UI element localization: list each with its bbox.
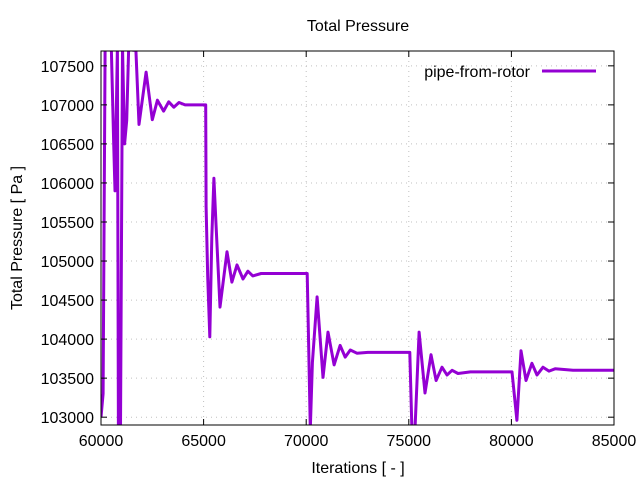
y-tick-label: 103500 [41, 371, 94, 388]
y-tick-label: 105500 [41, 215, 94, 232]
series-layer [101, 51, 614, 425]
y-tick-label: 106000 [41, 176, 94, 193]
y-tick-label: 107500 [41, 59, 94, 76]
y-tick-label: 106500 [41, 137, 94, 154]
x-tick-label: 75000 [387, 433, 432, 450]
y-tick-label: 107000 [41, 98, 94, 115]
x-tick-label: 70000 [284, 433, 329, 450]
legend-label: pipe-from-rotor [424, 64, 530, 81]
y-tick-label: 103000 [41, 410, 94, 427]
x-tick-label: 85000 [592, 433, 637, 450]
y-tick-label: 105000 [41, 254, 94, 271]
series-line-pipe-from-rotor [101, 51, 614, 425]
chart-title: Total Pressure [307, 18, 409, 35]
y-axis-label: Total Pressure [ Pa ] [9, 166, 26, 310]
x-tick-label: 65000 [181, 433, 226, 450]
y-tick-label: 104000 [41, 332, 94, 349]
x-tick-label: 80000 [489, 433, 534, 450]
x-tick-label: 60000 [79, 433, 124, 450]
x-axis-label: Iterations [ - ] [311, 460, 404, 477]
grid [101, 51, 614, 425]
ticks: 60000 65000 70000 75000 80000 85000 103000 1035… [41, 51, 637, 450]
y-tick-label: 104500 [41, 293, 94, 310]
plot-frame [100, 50, 615, 426]
legend: pipe-from-rotor [424, 64, 596, 81]
